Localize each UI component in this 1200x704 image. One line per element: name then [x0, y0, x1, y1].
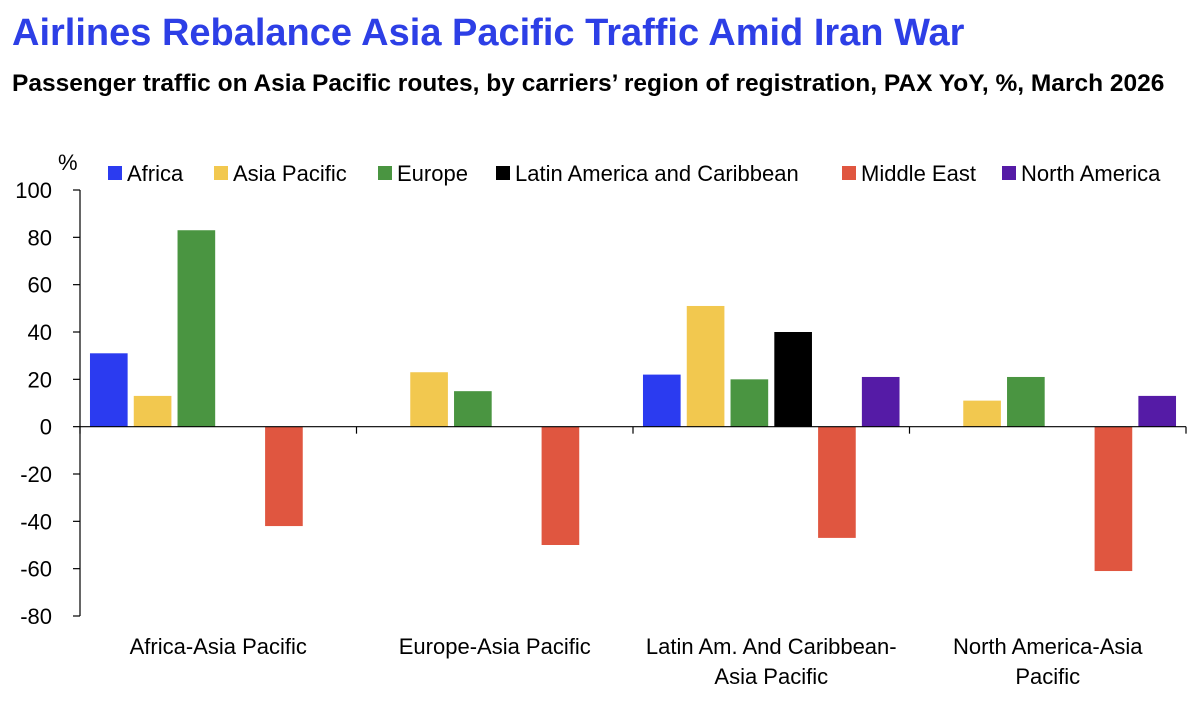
y-tick-label: 20: [28, 367, 52, 392]
bar: [541, 426, 580, 545]
category-label: Asia Pacific: [714, 664, 828, 689]
legend-swatch: [378, 166, 392, 180]
legend-label: North America: [1021, 161, 1161, 186]
legend-label: Middle East: [861, 161, 976, 186]
bar: [963, 400, 1001, 427]
y-tick-label: 80: [28, 225, 52, 250]
y-tick-label: 0: [40, 415, 52, 440]
legend-swatch: [496, 166, 510, 180]
bar: [177, 230, 216, 427]
bar: [265, 426, 303, 527]
bar: [642, 374, 681, 427]
legend-label: Europe: [397, 161, 468, 186]
y-tick-label: -60: [20, 557, 52, 582]
bar: [818, 426, 856, 538]
y-tick-label: 100: [15, 178, 52, 203]
y-tick-label: 60: [28, 273, 52, 298]
y-axis: 100 80 60 40 20 0 -20 -40 -60 -80%: [15, 150, 81, 629]
chart-subtitle: Passenger traffic on Asia Pacific routes…: [12, 70, 1165, 97]
bar: [774, 332, 812, 427]
legend-label: Asia Pacific: [233, 161, 347, 186]
y-unit-label: %: [58, 150, 78, 175]
bar: [1094, 426, 1133, 572]
x-axis: Africa-Asia Pacific Europe-Asia Pacific La…: [79, 426, 1187, 689]
category-label: North America-Asia: [953, 634, 1143, 659]
category-label: Europe-Asia Pacific: [399, 634, 591, 659]
bars: [89, 230, 1177, 572]
bar: [1138, 395, 1177, 427]
legend-swatch: [1002, 166, 1016, 180]
category-label: Latin Am. And Caribbean-: [646, 634, 897, 659]
legend-swatch: [214, 166, 228, 180]
legend-swatch: [842, 166, 856, 180]
bar: [89, 353, 128, 427]
category-label: Pacific: [1015, 664, 1080, 689]
chart-title: Airlines Rebalance Asia Pacific Traffic …: [12, 12, 965, 54]
y-tick-label: -80: [20, 604, 52, 629]
legend-label: Latin America and Caribbean: [515, 161, 799, 186]
category-label: Africa-Asia Pacific: [130, 634, 307, 659]
y-tick-label: -20: [20, 462, 52, 487]
bar: [686, 305, 725, 427]
bar: [454, 391, 492, 427]
bar: [1007, 376, 1045, 427]
bar: [133, 395, 172, 427]
legend: Africa Asia Pacific Europe Latin America an…: [108, 161, 1161, 186]
legend-label: Africa: [127, 161, 184, 186]
y-tick-label: -40: [20, 509, 52, 534]
bar: [410, 372, 448, 427]
legend-swatch: [108, 166, 122, 180]
bar: [730, 379, 769, 427]
bar: [861, 376, 900, 427]
y-tick-label: 40: [28, 320, 52, 345]
